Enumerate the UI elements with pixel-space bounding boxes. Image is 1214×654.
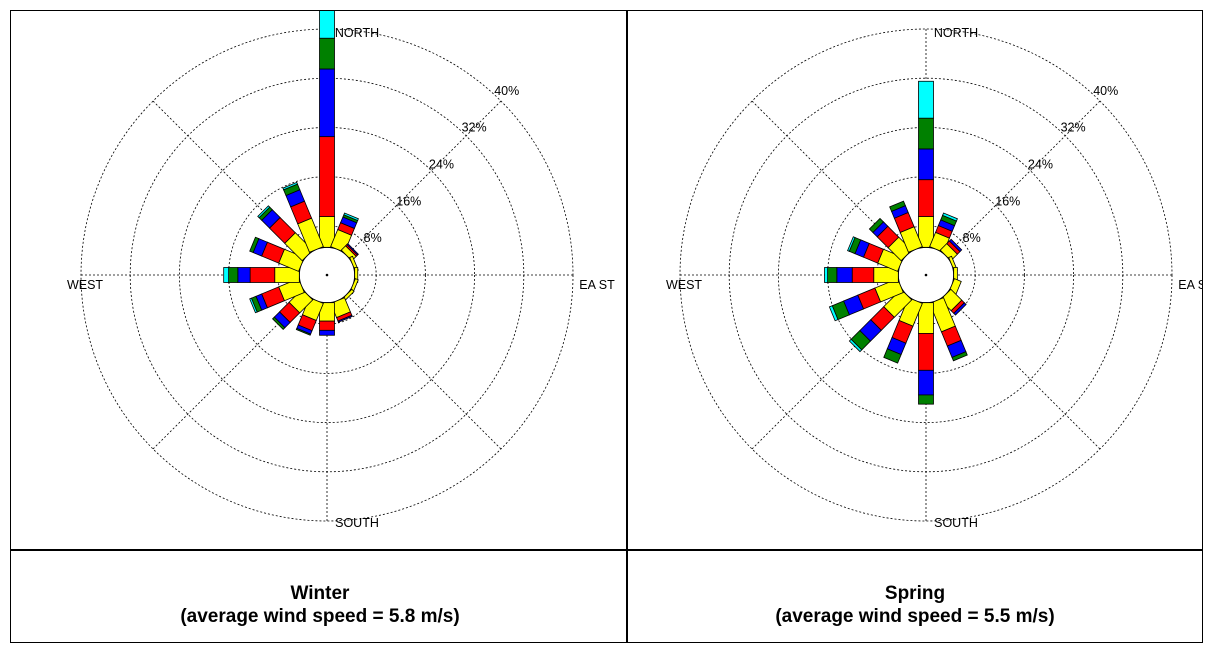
spring-petal-segment (848, 338, 863, 353)
horizontal-divider (10, 549, 1203, 551)
spring-ring-3 (777, 126, 1075, 424)
spring-petal-NE (939, 238, 963, 262)
winter-ring-label: 40% (494, 84, 519, 98)
spring-petal-SW (848, 288, 913, 353)
spring-petal-segment (883, 348, 902, 364)
spring-petal-segment (953, 302, 967, 316)
winter-west-label: WEST (67, 278, 103, 292)
spring-petal-segment (889, 200, 906, 212)
winter-center-dot (325, 273, 329, 277)
winter-caption: Winter (average wind speed = 5.8 m/s) (12, 582, 628, 628)
winter-petal-N (319, 11, 335, 248)
winter-petal-NNW (282, 181, 324, 253)
spring-petal-S (918, 302, 934, 405)
winter-petal-WSW (249, 278, 305, 314)
winter-petal-segment (346, 243, 359, 256)
winter-petal-segment (271, 316, 286, 331)
winter-ring-label: 16% (396, 194, 421, 208)
winter-petal-segment (319, 320, 335, 331)
spring-petal-WNW (847, 236, 904, 272)
winter-petal-SW (271, 288, 314, 331)
winter-ring-label: 32% (462, 121, 487, 135)
winter-petal-WNW (249, 236, 305, 272)
spring-petal-segment (918, 394, 934, 405)
spring-ring-label: 8% (963, 231, 981, 245)
spring-petal-segment (836, 267, 853, 283)
spring-title: Spring (884, 583, 946, 604)
winter-wind-rose: 8% 16% 24% 32% 40% NORTH SOUTH EA ST WEST (67, 11, 615, 530)
spring-caption: Spring (average wind speed = 5.5 m/s) (628, 582, 1202, 628)
winter-petal-segment (319, 136, 335, 217)
spring-petal-WSW (828, 278, 904, 322)
spring-petal-N (918, 80, 934, 248)
spring-petal-NNW (889, 200, 923, 253)
winter-title: Winter (290, 583, 350, 604)
winter-petal-segment (319, 329, 335, 336)
winter-petal-segment (257, 205, 271, 219)
spring-petal-segment (827, 267, 838, 283)
winter-petal-segment (237, 267, 251, 283)
spring-north-label: NORTH (934, 26, 978, 40)
spring-petal-NW (868, 217, 913, 262)
winter-ring-label: 8% (364, 231, 382, 245)
spring-petal-segment (918, 117, 934, 150)
winter-petal-S (319, 302, 335, 336)
spring-east-label: EA ST (1178, 278, 1202, 292)
winter-petal-segment (295, 327, 312, 336)
winter-petal-segment (249, 297, 258, 314)
winter-ring-label: 24% (429, 158, 454, 172)
spring-petal-segment (918, 179, 934, 217)
spring-wind-rose-panel: 8% 16% 24% 32% 40% NORTH SOUTH EA ST WEST (628, 11, 1202, 549)
winter-petal-segment (249, 236, 260, 254)
winter-petal-segment (319, 68, 335, 138)
figure-frame (10, 10, 1203, 643)
spring-petal-segment (948, 238, 963, 253)
spring-petal-segment (868, 217, 885, 234)
spring-ring-label: 40% (1093, 84, 1118, 98)
spring-center-dot (924, 273, 928, 277)
winter-north-label: NORTH (335, 26, 379, 40)
winter-petal-segment (282, 181, 298, 191)
spring-subtitle: (average wind speed = 5.5 m/s) (775, 606, 1055, 627)
winter-south-label: SOUTH (335, 516, 379, 530)
winter-spoke (326, 274, 502, 450)
spring-ring-label: 32% (1061, 121, 1086, 135)
winter-petal-segment (319, 11, 335, 39)
winter-subtitle: (average wind speed = 5.8 m/s) (180, 606, 460, 627)
spring-west-label: WEST (666, 278, 702, 292)
winter-petal-W (223, 267, 300, 283)
winter-east-label: EA ST (579, 278, 615, 292)
winter-ring-3 (178, 126, 476, 424)
spring-south-label: SOUTH (934, 516, 978, 530)
spring-ring-label: 16% (995, 194, 1020, 208)
winter-petal-segment (337, 314, 353, 323)
spring-petal-SE (939, 288, 967, 316)
spring-petal-segment (847, 236, 856, 252)
winter-petal-segment (228, 267, 239, 283)
spring-ring-label: 24% (1028, 158, 1053, 172)
spring-petal-segment (918, 148, 934, 181)
winter-petal-NW (257, 205, 314, 262)
winter-spoke (326, 100, 502, 276)
winter-petal-segment (249, 267, 276, 283)
winter-wind-rose-panel: 8% 16% 24% 32% 40% NORTH SOUTH EA ST WEST (12, 11, 625, 549)
winter-petal-segment (223, 267, 230, 283)
spring-wind-rose: 8% 16% 24% 32% 40% NORTH SOUTH EA ST WEST (666, 26, 1202, 530)
spring-petal-segment (918, 369, 934, 396)
spring-petal-segment (951, 351, 968, 362)
winter-petal-segment (319, 37, 335, 70)
vertical-divider (626, 10, 628, 643)
spring-petal-segment (942, 212, 958, 222)
spring-petal-segment (918, 80, 934, 119)
spring-petal-W (824, 267, 899, 283)
spring-petal-segment (851, 267, 875, 283)
spring-petal-segment (824, 267, 829, 283)
spring-petal-segment (918, 333, 934, 371)
spring-petal-segment (828, 305, 839, 322)
spring-petal-SSW (883, 297, 923, 364)
spring-petal-SSE (929, 297, 968, 362)
winter-petal-segment (343, 212, 359, 222)
